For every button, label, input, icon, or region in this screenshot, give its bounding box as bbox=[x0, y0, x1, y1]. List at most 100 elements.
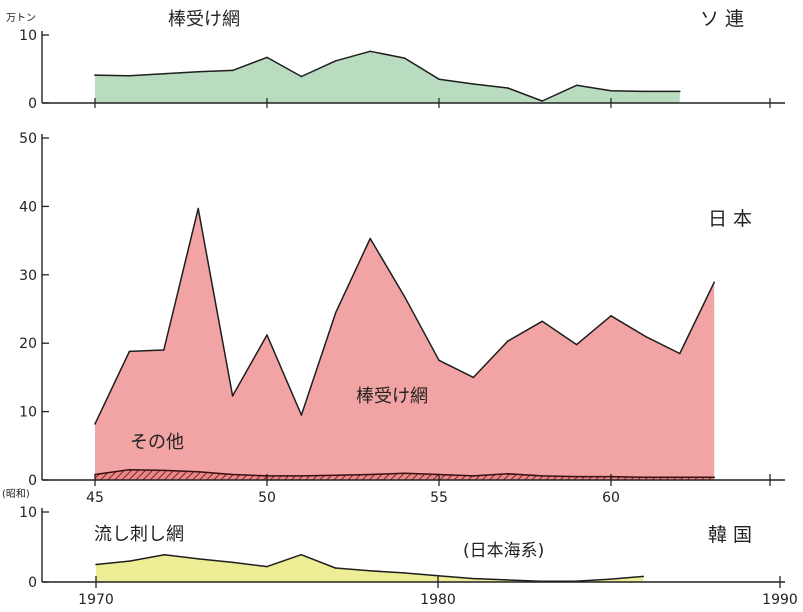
japan-bouuke-point bbox=[163, 349, 165, 351]
japan-bouuke-point bbox=[197, 207, 199, 210]
korea-nagashi-point bbox=[163, 553, 166, 556]
y-tick-label: 40 bbox=[19, 199, 37, 215]
japan-bouuke-point bbox=[369, 237, 372, 240]
x-tick-label: 55 bbox=[430, 490, 448, 506]
soviet-bouuke-point bbox=[300, 75, 303, 78]
y-tick-label: 10 bbox=[19, 405, 37, 421]
soviet-bouuke-point bbox=[679, 90, 681, 93]
korea-nagashi-point bbox=[232, 561, 234, 564]
japan-other-point bbox=[541, 475, 543, 477]
korea-nagashi-point bbox=[368, 570, 371, 572]
soviet-bouuke-point bbox=[438, 78, 440, 80]
y-tick-label: 50 bbox=[19, 131, 37, 147]
japan-other-point bbox=[679, 476, 681, 479]
korea-nagashi-point bbox=[129, 560, 131, 562]
soviet-bouuke-point bbox=[507, 87, 509, 89]
x-tick-label: 1970 bbox=[78, 592, 114, 608]
korea-nagashi-point bbox=[642, 575, 644, 578]
korea-nagashi-point bbox=[197, 558, 200, 560]
japan-bouuke-point bbox=[472, 376, 475, 379]
soviet-bouuke-line bbox=[94, 50, 680, 102]
japan-other-point bbox=[335, 474, 337, 477]
japan-other-point bbox=[575, 475, 578, 478]
japan-bouuke-point bbox=[507, 340, 509, 342]
series-label-korea: 流し刺し網 bbox=[94, 524, 184, 545]
x-tick-label: 1980 bbox=[420, 592, 456, 608]
soviet-bouuke-point bbox=[197, 70, 199, 73]
soviet-bouuke-area bbox=[95, 51, 680, 103]
y-tick-label: 0 bbox=[28, 575, 37, 591]
y-tick-label: 0 bbox=[28, 96, 37, 112]
soviet-bouuke-point bbox=[266, 56, 268, 59]
y-unit-label: 万トン bbox=[6, 13, 36, 24]
soviet-bouuke-point bbox=[610, 90, 612, 92]
x-tick-label: 50 bbox=[258, 490, 276, 506]
soviet-bouuke-point bbox=[335, 60, 337, 62]
korea-axes: 0 10 1970 1980 1990 bbox=[19, 505, 798, 608]
panel-title-japan: 日 本 bbox=[708, 208, 752, 230]
soviet-axes: 0 10 bbox=[19, 28, 785, 112]
y-tick-label: 0 bbox=[28, 473, 37, 489]
japan-bouuke-area bbox=[95, 208, 715, 480]
korea-nagashi-point bbox=[505, 579, 508, 581]
y-tick-label: 10 bbox=[19, 28, 37, 44]
soviet-bouuke-point bbox=[94, 74, 96, 76]
japan-other-point bbox=[644, 476, 647, 479]
japan-bouuke-point bbox=[128, 350, 131, 353]
x-tick-label: 1990 bbox=[762, 592, 798, 608]
era-label: (昭和) bbox=[2, 488, 30, 500]
japan-bouuke-point bbox=[679, 352, 681, 355]
korea-nagashi-point bbox=[334, 567, 337, 569]
japan-bouuke-point bbox=[644, 335, 647, 338]
japan-other-point bbox=[128, 468, 131, 471]
soviet-bouuke-point bbox=[403, 57, 406, 59]
soviet-bouuke-point bbox=[163, 73, 165, 75]
japan-other-point bbox=[197, 471, 199, 473]
japan-axes: 0 10 20 30 40 50 45 50 55 60 bbox=[19, 131, 785, 506]
soviet-bouuke-point bbox=[575, 84, 578, 87]
soviet-area-layer bbox=[94, 50, 681, 103]
japan-other-point bbox=[163, 469, 165, 472]
y-tick-label: 20 bbox=[19, 336, 37, 352]
panel-subtitle-korea: (日本海系) bbox=[463, 541, 544, 561]
korea-nagashi-point bbox=[403, 572, 405, 574]
korea-nagashi-point bbox=[266, 565, 268, 568]
japan-bouuke-point bbox=[94, 423, 96, 425]
soviet-bouuke-point bbox=[644, 90, 647, 93]
japan-bouuke-point bbox=[266, 334, 268, 336]
soviet-bouuke-point bbox=[128, 75, 131, 77]
soviet-bouuke-point bbox=[369, 50, 372, 53]
korea-nagashi-point bbox=[300, 553, 303, 556]
panel-title-soviet: ソ 連 bbox=[700, 8, 744, 30]
x-tick-label: 60 bbox=[602, 490, 620, 506]
japan-bouuke-point bbox=[300, 414, 303, 416]
series-label-japan-other: その他 bbox=[130, 432, 184, 453]
japan-other-point bbox=[231, 473, 234, 476]
panel-title-korea: 韓 国 bbox=[708, 524, 752, 546]
japan-other-point bbox=[403, 472, 406, 475]
japan-bouuke-point bbox=[713, 281, 715, 284]
japan-bouuke-point bbox=[403, 295, 406, 298]
japan-other-point bbox=[507, 473, 509, 475]
japan-other-point bbox=[300, 475, 303, 477]
japan-bouuke-point bbox=[438, 359, 440, 362]
panel-japan: 0 10 20 30 40 50 45 50 55 60 日 本 棒受け網 その他 (昭和) bbox=[2, 131, 785, 506]
y-tick-label: 30 bbox=[19, 268, 37, 284]
panel-korea: 0 10 1970 1980 1990 流し刺し網 韓 国 (日本海系) bbox=[19, 505, 798, 608]
y-tick-label: 10 bbox=[19, 505, 37, 521]
japan-area-layer bbox=[94, 207, 715, 480]
soviet-bouuke-point bbox=[231, 69, 234, 72]
japan-other-area bbox=[95, 469, 715, 480]
soviet-bouuke-point bbox=[541, 100, 543, 102]
panel-soviet: 0 10 万トン 棒受け網 ソ 連 bbox=[6, 8, 785, 112]
japan-other-point bbox=[713, 476, 715, 479]
series-label-soviet: 棒受け網 bbox=[168, 9, 240, 30]
korea-area-layer bbox=[95, 553, 644, 583]
japan-bouuke-point bbox=[575, 343, 578, 346]
series-label-japan-main: 棒受け網 bbox=[356, 386, 428, 407]
japan-bouuke-point bbox=[231, 395, 234, 397]
japan-bouuke-point bbox=[335, 311, 337, 314]
soviet-bouuke-point bbox=[472, 83, 475, 85]
japan-other-point bbox=[369, 473, 372, 476]
